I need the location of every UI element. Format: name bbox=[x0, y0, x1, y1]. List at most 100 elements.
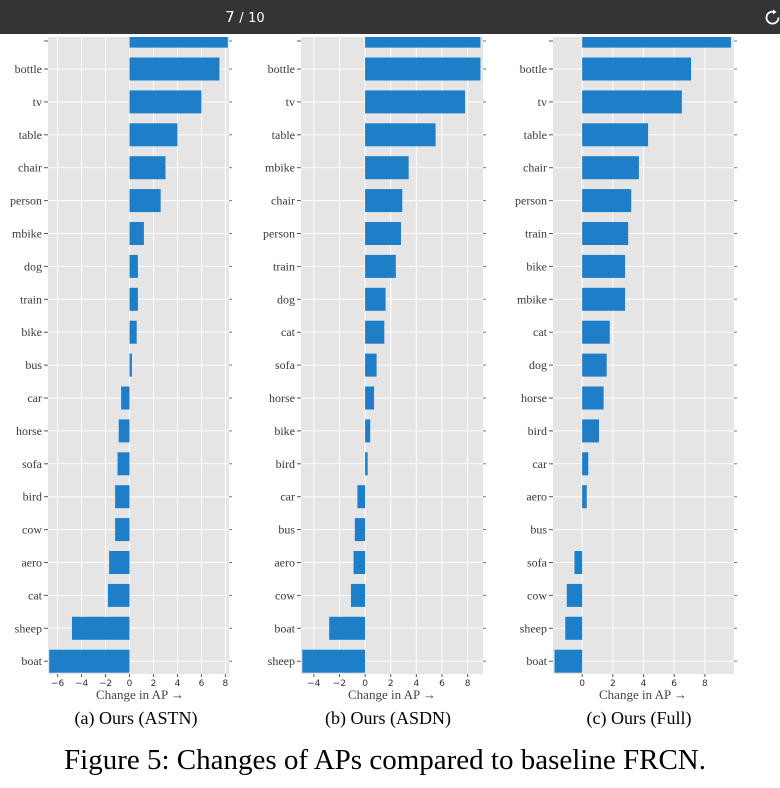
subfigure-caption: (a) Ours (ASTN) bbox=[75, 708, 198, 729]
x-tick-label: 0 bbox=[362, 679, 368, 689]
x-tick-label: 8 bbox=[702, 679, 708, 689]
x-axis-label: Change in AP → bbox=[599, 687, 687, 702]
y-tick-label: cat bbox=[28, 588, 43, 602]
bar-table bbox=[365, 123, 436, 147]
bar-horse bbox=[365, 386, 375, 410]
y-tick-label: sheep bbox=[15, 621, 42, 635]
y-tick-label: person bbox=[515, 194, 547, 208]
y-tick-label: cow bbox=[527, 588, 547, 602]
bar-boat bbox=[329, 616, 366, 640]
bar-cow bbox=[115, 518, 130, 542]
bar-chair bbox=[582, 156, 639, 180]
y-tick-label: dog bbox=[529, 358, 547, 372]
x-tick-label: −2 bbox=[333, 679, 346, 689]
bar-sofa bbox=[117, 452, 130, 476]
page-separator: / bbox=[239, 11, 244, 26]
y-tick-label: person bbox=[263, 227, 295, 241]
y-tick-label: mbike bbox=[12, 227, 42, 241]
y-tick-label: dog bbox=[24, 259, 42, 273]
y-tick-label: aero bbox=[274, 556, 295, 570]
y-tick-label: sofa bbox=[22, 457, 43, 471]
bar-tv bbox=[365, 90, 466, 114]
y-tick-label: sheep bbox=[268, 654, 295, 668]
bar-aero bbox=[582, 485, 587, 509]
bar-car bbox=[121, 386, 130, 410]
y-tick-label: bus bbox=[25, 358, 42, 372]
y-tick-label: bottle bbox=[520, 62, 547, 76]
x-tick-label: 6 bbox=[439, 679, 445, 689]
total-pages: 10 bbox=[248, 11, 265, 26]
y-tick-label: sofa bbox=[527, 556, 548, 570]
y-tick-label: chair bbox=[523, 161, 547, 175]
chart-panel-asdn: bottle tv table mbike chair person train dog cat… bbox=[263, 35, 486, 729]
y-tick-label: boat bbox=[274, 621, 295, 635]
y-tick-label: aero bbox=[21, 556, 42, 570]
bar-horse bbox=[582, 386, 604, 410]
y-tick-label: chair bbox=[18, 161, 42, 175]
y-tick-label: tv bbox=[286, 95, 295, 109]
x-tick-label: 6 bbox=[199, 679, 205, 689]
bar-person bbox=[365, 222, 401, 245]
y-tick-label: train bbox=[20, 292, 42, 306]
x-tick-label: −4 bbox=[307, 679, 321, 689]
y-tick-label: bottle bbox=[268, 62, 295, 76]
page-indicator: 7 / 10 bbox=[0, 0, 490, 34]
bar-top-partial bbox=[129, 37, 228, 48]
bar-aero bbox=[109, 551, 130, 574]
bar-person bbox=[582, 189, 632, 213]
bar-aero bbox=[353, 551, 366, 574]
bar-tv bbox=[582, 90, 682, 114]
x-tick-label: 0 bbox=[127, 679, 133, 689]
bar-top-partial bbox=[365, 37, 481, 48]
y-tick-label: bus bbox=[530, 523, 547, 537]
bar-bird bbox=[582, 419, 600, 443]
y-tick-label: tv bbox=[33, 95, 42, 109]
y-tick-label: mbike bbox=[517, 292, 547, 306]
y-tick-label: cat bbox=[281, 325, 296, 339]
bar-boat bbox=[554, 649, 583, 673]
y-tick-label: train bbox=[525, 227, 547, 241]
y-tick-label: boat bbox=[526, 654, 547, 668]
chart-panel-astn: bottle tv table chair person mbike dog train bik… bbox=[10, 35, 232, 729]
bar-cow bbox=[350, 583, 366, 607]
y-tick-label: table bbox=[272, 128, 295, 142]
x-tick-label: 0 bbox=[579, 679, 585, 689]
bar-tv bbox=[129, 90, 202, 114]
bar-top-partial bbox=[582, 37, 731, 48]
x-tick-label: 2 bbox=[610, 679, 616, 689]
bar-chair bbox=[129, 156, 166, 180]
bar-sofa bbox=[574, 551, 583, 574]
bar-dog bbox=[129, 254, 138, 278]
y-tick-label: bike bbox=[526, 259, 547, 273]
x-tick-label: 6 bbox=[671, 679, 677, 689]
bar-bus bbox=[354, 518, 366, 542]
rotate-icon[interactable] bbox=[765, 9, 780, 25]
y-tick-label: tv bbox=[538, 95, 547, 109]
y-tick-label: bike bbox=[21, 325, 42, 339]
x-tick-label: 2 bbox=[151, 679, 157, 689]
bar-cow bbox=[566, 583, 583, 607]
bar-bird bbox=[365, 452, 368, 476]
bar-cat bbox=[365, 320, 385, 344]
bar-bike bbox=[582, 254, 626, 278]
bar-sheep bbox=[565, 616, 583, 640]
y-tick-label: horse bbox=[269, 391, 295, 405]
y-tick-label: bird bbox=[23, 490, 42, 504]
bar-car bbox=[357, 485, 366, 509]
x-axis-label: Change in AP → bbox=[96, 687, 184, 702]
x-tick-label: −4 bbox=[75, 679, 89, 689]
y-tick-label: cow bbox=[22, 523, 42, 537]
x-tick-label: 8 bbox=[223, 679, 229, 689]
current-page-number[interactable]: 7 bbox=[225, 8, 235, 26]
chart-panel-full: bottle tv table chair person train bike mbike ca… bbox=[515, 35, 737, 729]
y-tick-label: mbike bbox=[265, 161, 295, 175]
x-axis-label: Change in AP → bbox=[348, 687, 436, 702]
bar-train bbox=[365, 254, 396, 278]
y-tick-label: bike bbox=[274, 424, 295, 438]
x-tick-label: −6 bbox=[51, 679, 65, 689]
bar-train bbox=[129, 287, 138, 311]
y-tick-label: person bbox=[10, 194, 42, 208]
x-tick-label: −2 bbox=[99, 679, 112, 689]
y-tick-label: bottle bbox=[15, 62, 42, 76]
bar-dog bbox=[365, 287, 386, 311]
